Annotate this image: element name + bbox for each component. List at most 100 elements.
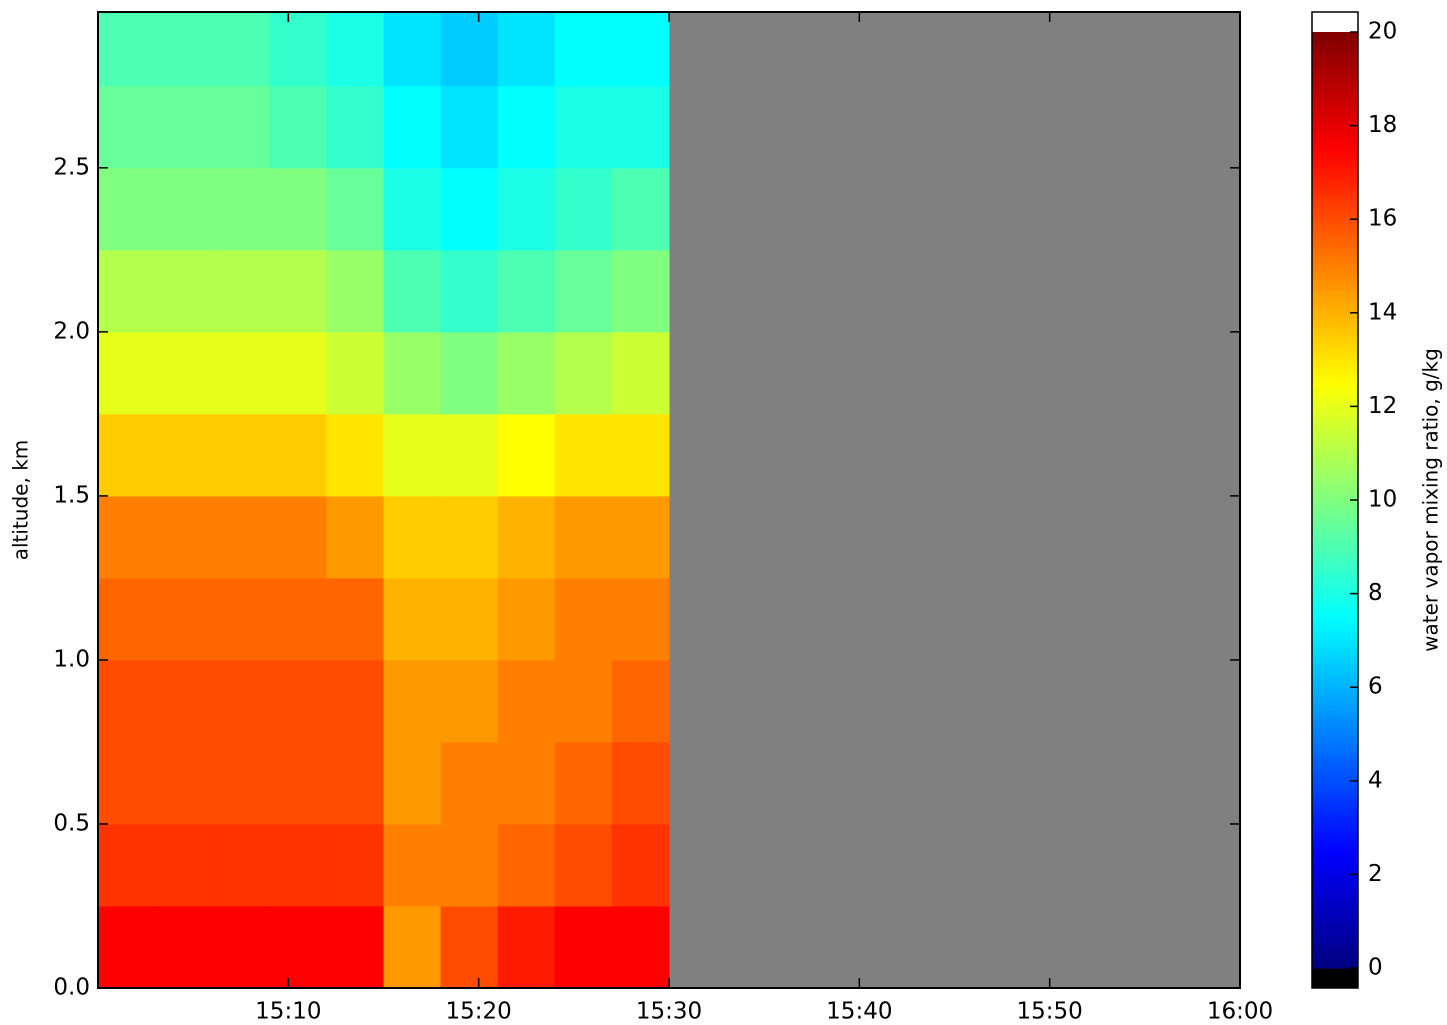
colorbar-segment [1312,177,1358,183]
colorbar-segment [1312,429,1358,436]
colorbar-segment [1312,911,1358,918]
colorbar-segment [1312,200,1358,206]
colorbar-segment [1312,631,1358,637]
heat-cell [497,331,556,415]
colorbar-segment [1312,261,1358,267]
colorbar-segment [1312,83,1358,89]
heat-cell [554,741,613,825]
heat-cell [440,741,499,825]
colorbar-segment [1312,97,1358,103]
colorbar-tick-label: 6 [1368,674,1383,700]
colorbar-segment [1312,963,1358,969]
colorbar-segment [1312,78,1358,85]
heat-cell [212,167,270,251]
colorbar-segment [1312,195,1358,202]
colorbar-segment [1312,251,1358,258]
heat-cell [98,413,156,497]
heat-cell [440,12,499,87]
heat-cell [440,905,499,989]
colorbar-segment [1312,397,1358,403]
y-axis-label: altitude, km [9,440,33,561]
heat-cell [497,249,556,333]
colorbar-segment [1312,659,1358,665]
colorbar-segment [1312,705,1358,712]
colorbar-tick-label: 0 [1368,955,1383,981]
heat-cell [554,167,613,251]
colorbar-segment [1312,116,1358,122]
colorbar-segment [1312,411,1358,417]
heat-cell [383,331,442,415]
colorbar-tick-label: 4 [1368,767,1383,793]
heat-cell [98,495,156,579]
heat-cell [269,331,327,415]
colorbar-segment [1312,865,1358,871]
colorbar-segment [1312,883,1358,890]
heat-cell [440,249,499,333]
colorbar-segment [1312,668,1358,674]
heat-cell [269,659,327,743]
heat-cell [98,659,156,743]
colorbar-segment [1312,532,1358,539]
colorbar-segment [1312,673,1358,679]
heat-cell [98,85,156,169]
colorbar-segment [1312,537,1358,543]
heat-cell [326,905,384,989]
heat-cell [155,249,213,333]
heat-cell [98,331,156,415]
heat-cell [98,249,156,333]
heat-cell [611,495,670,579]
heat-cell [554,905,613,989]
colorbar-segment [1312,387,1358,393]
colorbar-segment [1312,237,1358,244]
colorbar-segment [1312,354,1358,361]
heat-cell [98,823,156,907]
colorbar-segment [1312,766,1358,773]
colorbar-segment [1312,790,1358,796]
colorbar-segment [1312,50,1358,56]
heat-cell [383,659,442,743]
heat-cell [383,85,442,169]
colorbar-segment [1312,958,1358,964]
heat-cell [383,413,442,497]
heat-cell [554,12,613,87]
colorbar-segment [1312,762,1358,768]
colorbar-segment [1312,167,1358,173]
colorbar-segment [1312,729,1358,735]
heat-cell [98,167,156,251]
colorbar-segment [1312,888,1358,894]
colorbar-segment [1312,612,1358,618]
colorbar-segment [1312,743,1358,749]
colorbar-segment [1312,565,1358,571]
heat-cell [497,577,556,661]
colorbar-segment [1312,925,1358,932]
heat-cell [212,659,270,743]
colorbar-segment [1312,682,1358,688]
colorbar-segment [1312,748,1358,754]
heat-cell [326,741,384,825]
colorbar-segment [1312,687,1358,693]
colorbar-segment [1312,439,1358,445]
colorbar-segment [1312,205,1358,211]
heat-cell [269,495,327,579]
heat-cell [155,12,213,87]
colorbar-segment [1312,902,1358,908]
colorbar-segment [1312,102,1358,108]
colorbar-segment [1312,836,1358,843]
colorbar-segment [1312,574,1358,581]
x-tick-label: 15:10 [255,999,321,1025]
colorbar-segment [1312,266,1358,272]
colorbar-segment [1312,60,1358,66]
heat-cell [269,905,327,989]
colorbar-segment [1312,799,1358,805]
heat-cell [611,577,670,661]
heat-cell [440,413,499,497]
colorbar-segment [1312,855,1358,861]
colorbar-segment [1312,317,1358,323]
colorbar-label: water vapor mixing ratio, g/kg [1419,348,1443,652]
colorbar-segment [1312,593,1358,599]
colorbar-segment [1312,921,1358,927]
heat-cell [326,249,384,333]
colorbar-segment [1312,289,1358,295]
colorbar-segment [1312,635,1358,641]
colorbar-segment [1312,139,1358,145]
